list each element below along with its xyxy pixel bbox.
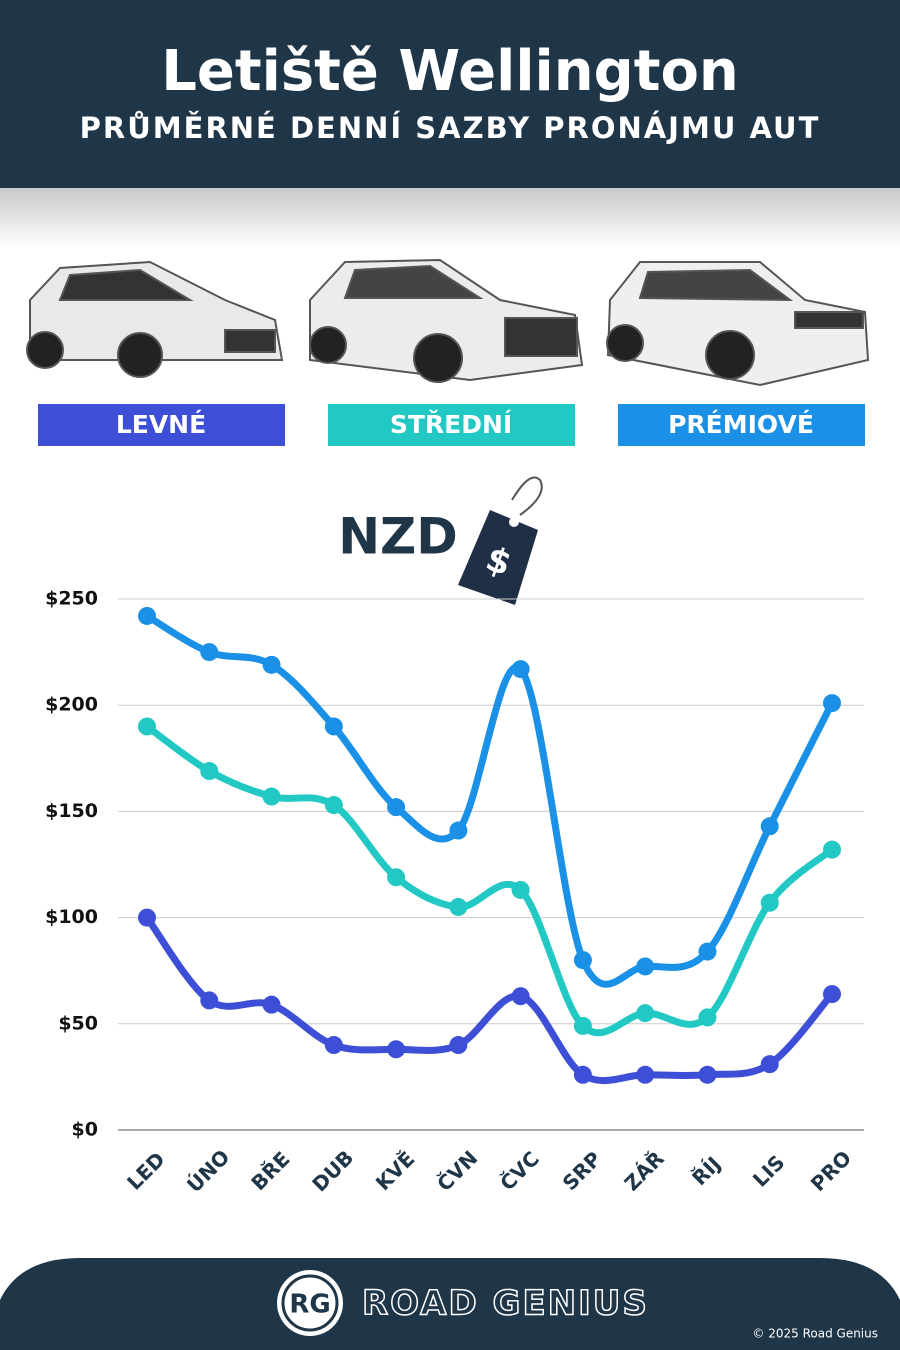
data-point xyxy=(760,817,779,836)
data-point xyxy=(698,942,717,961)
data-point xyxy=(138,908,156,927)
series-line xyxy=(143,612,836,988)
x-tick-label: ČVC xyxy=(495,1147,544,1196)
legend-label: STŘEDNÍ xyxy=(390,410,512,439)
data-point xyxy=(511,987,530,1006)
data-point xyxy=(636,1065,655,1084)
header-shade xyxy=(0,188,900,248)
data-point xyxy=(449,821,468,840)
x-tick-label: ZÁŘ xyxy=(620,1146,669,1195)
y-tick-label: $150 xyxy=(45,800,98,822)
data-point xyxy=(262,787,281,806)
legend-swatch xyxy=(38,404,285,446)
x-tick-label: ČVN xyxy=(432,1146,482,1196)
x-tick-label: KVĚ xyxy=(371,1147,420,1196)
copyright: © 2025 Road Genius xyxy=(752,1327,878,1341)
x-tick-label: LIS xyxy=(748,1150,789,1191)
logo-text: RG xyxy=(289,1290,330,1320)
car-suv xyxy=(309,258,584,383)
x-tick-label: SRP xyxy=(558,1147,606,1195)
y-tick-label: $200 xyxy=(45,694,98,716)
data-point xyxy=(324,1036,343,1055)
data-point xyxy=(823,985,841,1004)
car-premium-suv xyxy=(606,261,870,387)
data-point xyxy=(698,1065,717,1084)
data-point xyxy=(138,717,156,736)
data-point xyxy=(387,798,406,817)
y-tick-label: $100 xyxy=(45,906,98,928)
data-point xyxy=(449,1036,468,1055)
data-point xyxy=(387,868,406,887)
x-tick-label: ŘÍJ xyxy=(687,1152,725,1190)
data-point xyxy=(573,1065,592,1084)
legend-swatch xyxy=(618,404,865,446)
x-tick-label: BŘE xyxy=(246,1147,294,1195)
series-line xyxy=(143,722,836,1037)
data-point xyxy=(573,951,592,970)
x-tick-label: LED xyxy=(122,1147,169,1194)
legend-label: LEVNÉ xyxy=(116,410,206,439)
data-point xyxy=(823,694,841,713)
data-point xyxy=(698,1008,717,1027)
legend-label: PRÉMIOVÉ xyxy=(668,410,814,439)
y-tick-label: $250 xyxy=(45,588,98,610)
data-point xyxy=(200,991,219,1010)
data-point xyxy=(636,957,655,976)
price-tag: $ xyxy=(458,476,543,605)
data-point xyxy=(200,762,219,781)
brand-name: ROAD GENIUS xyxy=(362,1284,649,1324)
subtitle: PRŮMĚRNÉ DENNÍ SAZBY PRONÁJMU AUT xyxy=(80,111,821,145)
data-point xyxy=(823,840,841,859)
data-point xyxy=(200,643,219,662)
data-point xyxy=(636,1004,655,1023)
logo-badge xyxy=(277,1270,343,1336)
data-point xyxy=(262,655,281,674)
footer-band xyxy=(0,1258,900,1350)
header-band xyxy=(0,0,900,188)
data-point xyxy=(511,880,530,899)
x-tick-label: PRO xyxy=(806,1146,856,1196)
y-tick-label: $50 xyxy=(58,1012,98,1034)
series-line xyxy=(143,914,836,1085)
data-point xyxy=(324,717,343,736)
unit-label: NZD xyxy=(338,508,458,566)
logo-ring xyxy=(281,1274,339,1332)
data-point xyxy=(449,897,468,916)
data-point xyxy=(760,1055,779,1074)
title: Letiště Wellington xyxy=(161,39,739,104)
data-point xyxy=(387,1040,406,1059)
data-point xyxy=(573,1016,592,1035)
x-tick-label: DUB xyxy=(307,1145,358,1196)
data-point xyxy=(760,893,779,912)
data-point xyxy=(324,796,343,815)
x-tick-label: ÚNO xyxy=(182,1145,234,1197)
car-hatchback xyxy=(26,260,284,378)
data-point xyxy=(138,606,156,625)
data-point xyxy=(511,660,530,679)
data-point xyxy=(262,995,281,1014)
y-tick-label: $0 xyxy=(72,1119,98,1141)
legend-swatch xyxy=(328,404,575,446)
